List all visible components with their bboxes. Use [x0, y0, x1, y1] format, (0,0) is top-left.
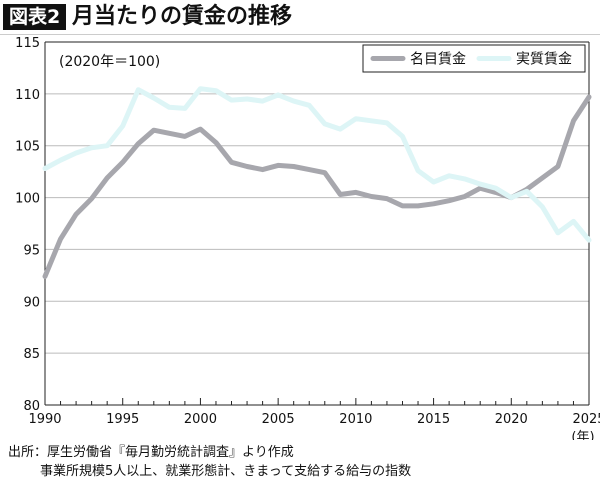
nominal-wage-line: [42, 94, 592, 279]
y-tick-label: 100: [15, 192, 40, 207]
x-tick-label: 2025: [572, 412, 600, 427]
y-tick-label: 110: [15, 88, 40, 103]
x-tick-label: 1995: [106, 412, 139, 427]
y-tick-label: 95: [23, 243, 40, 258]
x-tick-label: 2000: [184, 412, 217, 427]
source-note-detail: 事業所規模5人以上、就業形態計、きまって支給する給与の指数: [40, 464, 412, 479]
source-note: 出所：厚生労働省『毎月勤労統計調査』より作成: [8, 445, 294, 460]
x-tick-label: 2015: [417, 412, 450, 427]
base-year-note: (2020年＝100): [59, 54, 160, 70]
figure-header: 図表2 月当たりの賃金の推移: [0, 0, 600, 34]
y-tick-label: 105: [15, 140, 40, 155]
legend-real-wage-label: 実質賃金: [516, 52, 572, 68]
y-tick-label: 80: [23, 399, 40, 414]
x-tick-label: 2020: [495, 412, 528, 427]
line-chart: 80 85 90 95 100 105 110 115 1990 1995 2000 2005 2010…: [15, 36, 600, 440]
y-tick-label: 85: [23, 347, 40, 362]
y-tick-label: 115: [15, 36, 40, 51]
real-wage-line: [42, 86, 592, 243]
legend-nominal-wage-label: 名目賃金: [410, 52, 466, 68]
header-divider: [0, 34, 600, 35]
x-tick-label: 2005: [262, 412, 295, 427]
y-tick-label: 90: [23, 295, 40, 310]
figure-title: 月当たりの賃金の推移: [72, 4, 293, 29]
figure-badge: 図表2: [3, 4, 67, 30]
x-tick-label: 2010: [339, 412, 372, 427]
x-axis-unit: (年): [571, 430, 594, 440]
x-tick-label: 1990: [28, 412, 61, 427]
